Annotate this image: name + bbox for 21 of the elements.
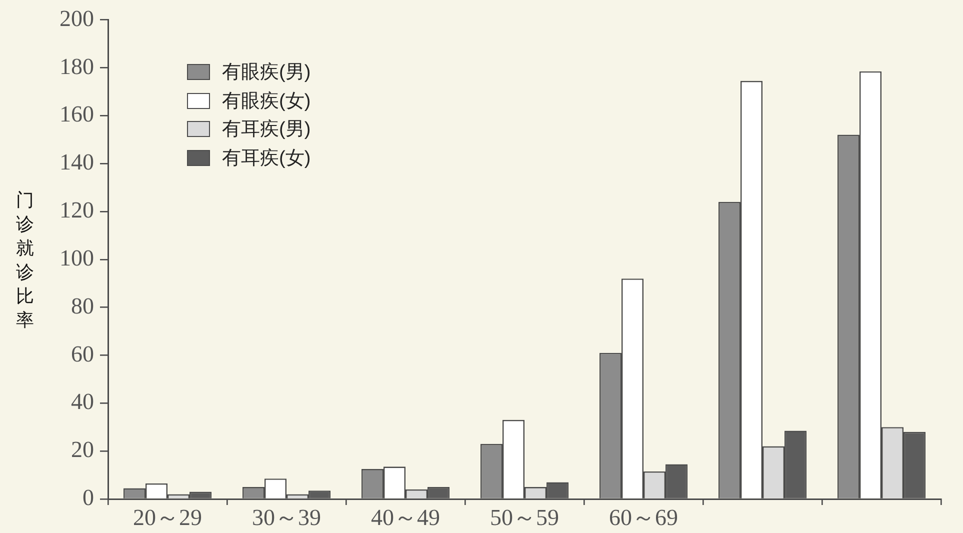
legend-label: 有耳疾(男) xyxy=(222,118,311,142)
y-tick-label: 100 xyxy=(60,245,94,270)
y-tick-label: 20 xyxy=(71,437,94,462)
y-tick-label: 0 xyxy=(82,485,94,510)
y-tick-label: 180 xyxy=(60,54,94,79)
y-tick-label: 40 xyxy=(71,389,94,414)
y-tick-label: 60 xyxy=(71,341,94,366)
x-tick-label: 40～49 xyxy=(371,504,440,530)
y-tick-label: 140 xyxy=(60,150,94,175)
x-tick-label: 60～69 xyxy=(609,504,678,530)
y-tick-label: 200 xyxy=(60,6,94,31)
legend-label: 有耳疾(女) xyxy=(222,146,311,171)
x-tick-label: 30～39 xyxy=(252,504,321,530)
y-tick-label: 120 xyxy=(60,198,94,223)
x-tick-label: 20～29 xyxy=(133,504,202,530)
y-tick-label: 160 xyxy=(60,102,94,127)
x-tick-label: 50～59 xyxy=(490,504,559,530)
y-tick-label: 80 xyxy=(71,293,94,318)
legend-label: 有眼疾(女) xyxy=(222,90,311,114)
y-axis-title: 门诊就诊比率 xyxy=(15,189,35,332)
legend-label: 有眼疾(男) xyxy=(222,61,311,86)
